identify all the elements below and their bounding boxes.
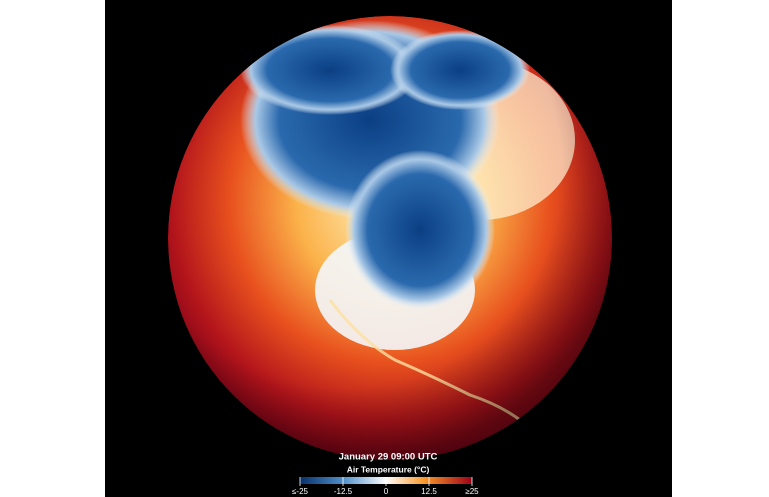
legend-title: Air Temperature (°C) <box>347 464 430 474</box>
globe <box>168 16 612 460</box>
colorbar-tick-label: 12.5 <box>421 487 437 496</box>
colorbar-ticks: ≤-25 -12.5 0 12.5 ≥25 <box>292 477 479 496</box>
colorbar-tick-label: ≥25 <box>465 487 479 496</box>
timestamp: January 29 09:00 UTC <box>339 452 438 463</box>
colorbar-tick-label: 0 <box>384 487 389 496</box>
colorbar-tick-label: -12.5 <box>334 487 353 496</box>
colorbar-tick-label: ≤-25 <box>292 487 309 496</box>
